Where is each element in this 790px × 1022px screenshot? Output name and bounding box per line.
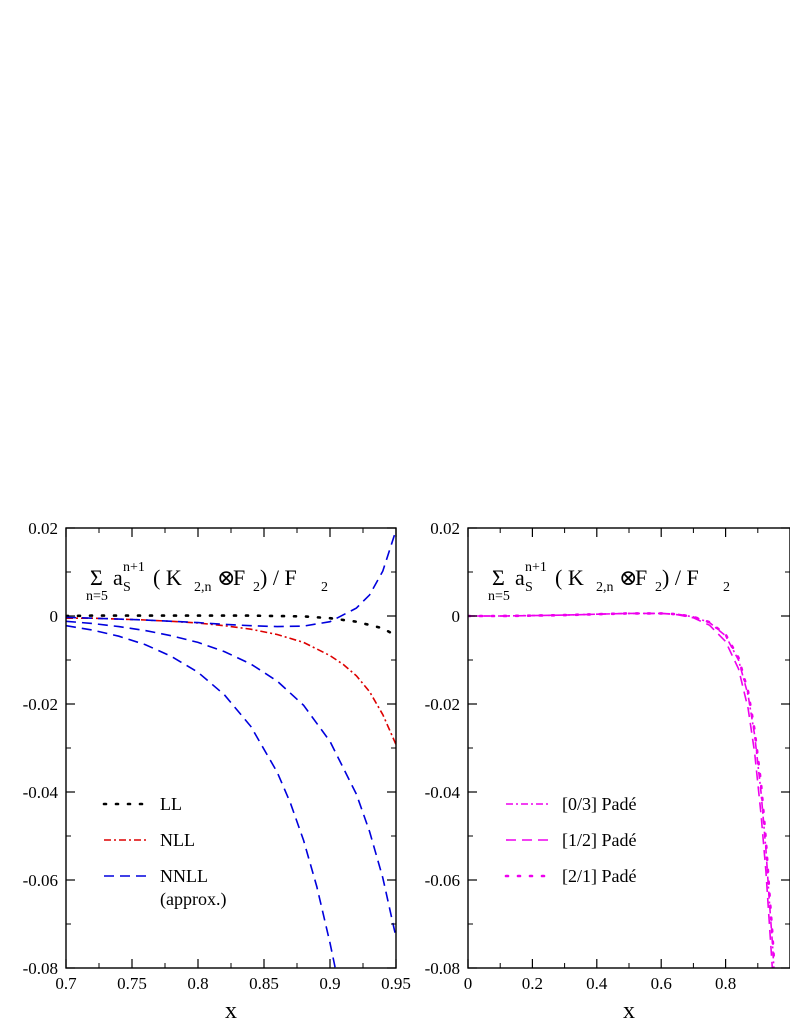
y-tick-label: -0.04 — [23, 783, 59, 802]
annotation-open-k: ( K — [153, 565, 182, 590]
annotation-a-sup: n+1 — [123, 560, 145, 575]
y-tick-label: 0.02 — [28, 519, 58, 538]
y-tick-label: -0.06 — [23, 871, 58, 890]
y-tick-label: -0.06 — [425, 871, 460, 890]
legend-label: [2/1] Padé — [562, 866, 636, 886]
annotation-sigma: Σ — [90, 565, 103, 590]
legend-label: NLL — [160, 830, 195, 850]
y-tick-label: -0.02 — [425, 695, 460, 714]
annotation-f: F — [635, 565, 647, 590]
x-axis-label: x — [623, 998, 635, 1022]
annotation-close-sub: 2 — [321, 580, 328, 595]
x-tick-label: 0.4 — [586, 974, 608, 993]
annotation-a: a — [113, 565, 123, 590]
annotation-f-sub: 2 — [655, 580, 662, 595]
annotation-open-k: ( K — [555, 565, 584, 590]
y-tick-label: 0.02 — [430, 519, 460, 538]
series-line--0-3-pad- — [468, 612, 775, 968]
x-tick-label: 0.8 — [715, 974, 736, 993]
plot-frame — [467, 527, 790, 969]
series-line-nll — [66, 617, 396, 745]
x-tick-label: 0.75 — [117, 974, 147, 993]
y-tick-label: 0 — [452, 607, 461, 626]
y-tick-label: 0 — [50, 607, 59, 626]
annotation-k-sub: 2,n — [596, 580, 614, 595]
x-tick-label: 0.7 — [55, 974, 77, 993]
legend-label-note: (approx.) — [160, 889, 226, 910]
y-tick-label: -0.08 — [23, 959, 58, 978]
annotation-f: F — [233, 565, 245, 590]
legend-label: [0/3] Padé — [562, 794, 636, 814]
y-tick-label: -0.04 — [425, 783, 461, 802]
x-tick-label: 0.85 — [249, 974, 279, 993]
annotation-a-sub: S — [123, 580, 131, 595]
annotation-sigma: Σ — [492, 565, 505, 590]
y-tick-label: -0.02 — [23, 695, 58, 714]
legend-label: NNLL — [160, 866, 208, 886]
chart-panel-right: 0.020-0.02-0.04-0.06-0.080 0.2 0.4 0.6 0.8xΣ… — [425, 519, 790, 1022]
annotation-k-sub: 2,n — [194, 580, 212, 595]
series-line--1-2-pad- — [468, 612, 774, 968]
legend-label: LL — [160, 794, 182, 814]
annotation-a-sup: n+1 — [525, 560, 547, 575]
x-tick-label: 0.9 — [319, 974, 340, 993]
y-tick-label: -0.08 — [425, 959, 460, 978]
x-tick-label: 0.6 — [651, 974, 672, 993]
series-line--2-1-pad- — [468, 612, 776, 961]
annotation-otimes: ⊗ — [217, 565, 235, 590]
x-tick-label: 0.2 — [522, 974, 543, 993]
series-line-nnll-variant-3 — [66, 620, 396, 938]
annotation-a-sub: S — [525, 580, 533, 595]
chart-panel-left: 0.02 0 -0.02 -0.04 -0.06 -0.080.7 0.75 0.8 0.85 0… — [23, 519, 411, 1022]
legend-label: [1/2] Padé — [562, 830, 636, 850]
x-tick-label: 0.95 — [381, 974, 411, 993]
annotation-f-sub: 2 — [253, 580, 260, 595]
series-line-nnll — [66, 529, 396, 628]
annotation-sum-index: n=5 — [488, 589, 510, 604]
annotation-close-sub: 2 — [723, 580, 730, 595]
x-tick-label: 0 — [464, 974, 473, 993]
annotation-close: ) / F — [260, 565, 297, 590]
series-line-nnll-variant-4 — [66, 624, 337, 968]
annotation-sum-index: n=5 — [86, 589, 108, 604]
annotation-a: a — [515, 565, 525, 590]
annotation-close: ) / F — [662, 565, 699, 590]
annotation-otimes: ⊗ — [619, 565, 637, 590]
x-axis-label: x — [225, 998, 237, 1022]
plot-frame — [65, 527, 397, 969]
x-tick-label: 0.8 — [187, 974, 208, 993]
